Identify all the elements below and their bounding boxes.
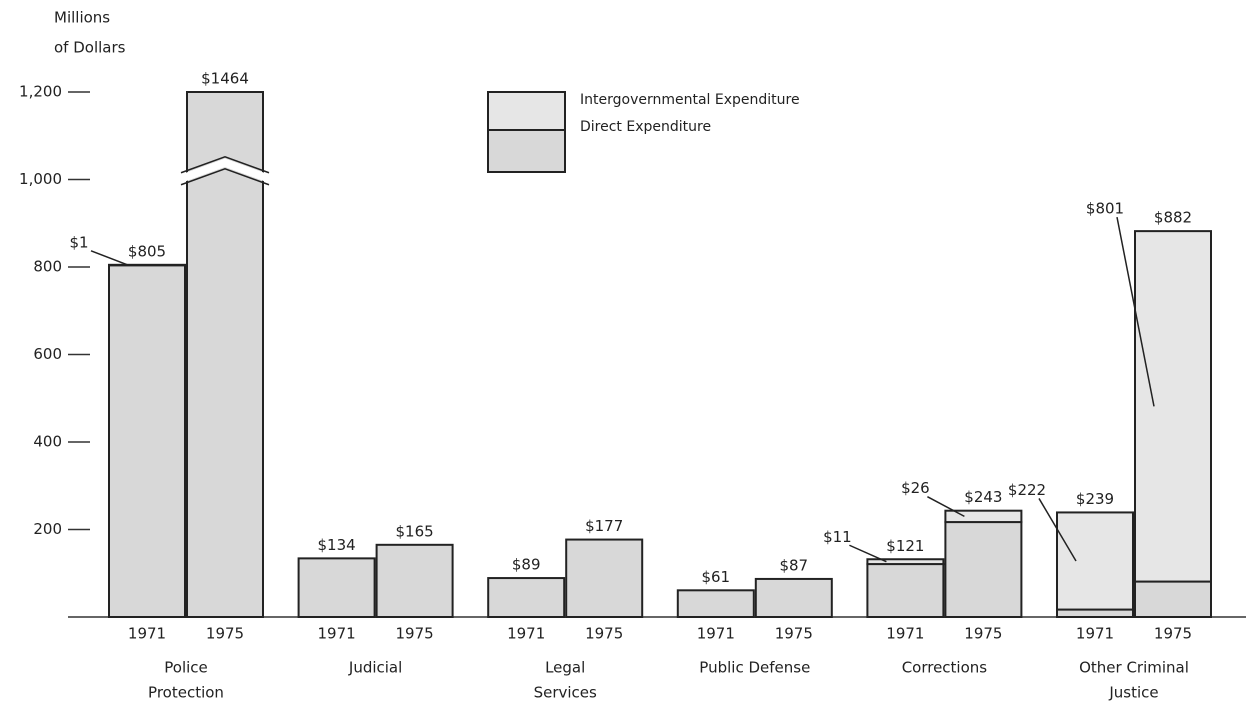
bar-label: $882 [1154,209,1192,227]
bar-segment [297,557,376,618]
y-tick-label: 400 [33,433,62,451]
bar-label: $121 [886,537,924,555]
leader-line [1038,498,1077,562]
leader-line [90,250,129,266]
bar-label: $61 [701,568,730,586]
bar-label: $87 [779,556,808,574]
leader-line [1116,216,1155,407]
segment-label: $26 [901,479,930,497]
axis-break [180,167,270,186]
group-label: Judicial [348,659,402,677]
bar-segment [186,91,264,618]
leader-line [927,496,965,518]
legend-swatch [487,129,566,173]
bar-segment [1134,230,1212,583]
bar-segment [944,521,1023,618]
leader-line [849,544,887,563]
bar-segment [866,563,945,618]
group-label: Corrections [902,659,988,677]
legend-entry: Intergovernmental Expenditure [580,92,800,108]
x-tick-label: 1975 [585,625,623,643]
x-tick-label: 1971 [697,625,735,643]
group-label: Protection [148,684,224,702]
legend-entry: Direct Expenditure [580,119,712,135]
y-axis-label: Millions [54,9,110,27]
bar-label: $134 [318,536,356,554]
x-tick-label: 1975 [775,625,813,643]
bar-label: $165 [396,522,434,540]
bar-segment [676,589,755,618]
bar-segment [866,558,945,566]
bar-segment [1134,580,1212,618]
group-label: Public Defense [699,659,810,677]
y-tick-label: 600 [33,345,62,363]
segment-label: $222 [1008,481,1046,499]
bar-segment [754,577,833,618]
bar-label: $1464 [201,70,249,88]
x-tick-label: 1975 [396,625,434,643]
bar-segment [487,577,566,618]
bar-label: $89 [512,556,541,574]
axis-break [179,158,271,183]
bar-segment [1056,511,1134,611]
bar-segment [1056,608,1134,618]
y-tick-label: 1,000 [19,170,62,188]
y-tick-label: 1,200 [19,83,62,101]
x-tick-label: 1975 [964,625,1002,643]
bar-label: $805 [128,242,166,260]
segment-label: $11 [823,528,852,546]
x-tick-label: 1971 [507,625,545,643]
y-tick-label: 800 [33,258,62,276]
group-label: Services [534,684,597,702]
x-tick-label: 1975 [206,625,244,643]
group-label: Justice [1108,684,1158,702]
x-tick-label: 1971 [886,625,924,643]
bar-segment [108,264,186,618]
axis-break [180,155,270,174]
group-label: Legal [545,659,585,677]
x-tick-label: 1971 [1076,625,1114,643]
bar-segment [944,509,1023,524]
bar-label: $243 [964,488,1002,506]
bar-segment [108,263,186,267]
bar-label: $177 [585,517,623,535]
bar-segment [375,543,454,618]
bar-label: $239 [1076,490,1114,508]
x-tick-label: 1971 [128,625,166,643]
y-axis-label: of Dollars [54,39,126,57]
x-tick-label: 1971 [318,625,356,643]
group-label: Other Criminal [1079,659,1189,677]
y-tick-label: 200 [33,520,62,538]
x-tick-label: 1975 [1154,625,1192,643]
segment-label: $801 [1086,200,1124,218]
bar-segment [565,538,644,618]
legend-swatch [487,91,566,133]
group-label: Police [164,659,208,677]
segment-label: $1 [69,233,88,251]
legend: Intergovernmental Expenditure Direct Exp… [580,92,820,146]
